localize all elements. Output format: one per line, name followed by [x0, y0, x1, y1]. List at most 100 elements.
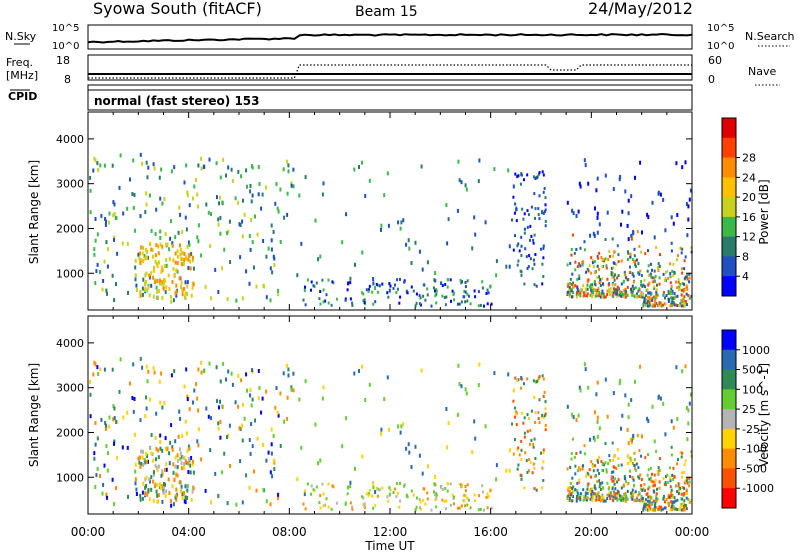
velocity-echo: [647, 499, 649, 503]
power-echo: [612, 254, 615, 258]
power-echo: [538, 217, 541, 221]
power-echo: [318, 297, 321, 301]
velocity-echo: [599, 488, 602, 491]
velocity-echo: [134, 481, 137, 486]
velocity-echo: [152, 498, 155, 503]
velocity-echo: [587, 473, 590, 477]
velocity-echo: [543, 414, 546, 418]
power-echo: [534, 216, 536, 220]
velocity-echo: [148, 477, 151, 482]
velocity-echo: [579, 495, 582, 499]
power-echo: [380, 223, 383, 228]
velocity-echo: [538, 421, 541, 425]
power-echo: [627, 237, 630, 242]
velocity-echo: [489, 488, 492, 492]
velocity-echo: [529, 442, 531, 446]
power-echo: [154, 232, 157, 236]
velocity-echo: [218, 405, 220, 410]
velocity-echo: [272, 434, 275, 438]
power-echo: [641, 293, 644, 297]
power-colorbar-segment: [722, 137, 736, 159]
velocity-echo: [389, 488, 392, 492]
power-echo: [613, 250, 616, 254]
velocity-echo: [637, 493, 640, 497]
velocity-echo: [141, 490, 144, 495]
velocity-echo: [634, 379, 636, 384]
velocity-echo: [670, 500, 672, 504]
power-echo: [520, 273, 523, 277]
velocity-echo: [94, 421, 97, 425]
power-echo: [586, 294, 588, 298]
power-echo: [542, 190, 545, 194]
power-echo: [589, 293, 592, 297]
power-echo: [537, 213, 540, 217]
velocity-echo: [186, 394, 189, 399]
velocity-echo: [180, 489, 182, 493]
velocity-echo: [399, 430, 402, 435]
power-echo: [134, 277, 137, 282]
power-echo: [473, 215, 476, 220]
velocity-echo: [172, 462, 175, 467]
velocity-echo: [655, 494, 658, 498]
velocity-echo: [132, 362, 135, 367]
velocity-echo: [624, 495, 627, 499]
velocity-echo: [614, 493, 617, 497]
velocity-echo: [118, 389, 121, 394]
power-echo: [164, 232, 167, 237]
velocity-echo: [184, 484, 187, 489]
power-echo: [677, 278, 680, 282]
power-echo: [265, 295, 268, 300]
velocity-echo: [678, 490, 681, 494]
velocity-echo: [614, 477, 617, 481]
velocity-echo: [672, 478, 675, 481]
velocity-echo: [424, 502, 427, 506]
power-echo: [481, 286, 484, 290]
velocity-echo: [313, 489, 316, 493]
power-echo: [257, 192, 260, 197]
velocity-echo: [578, 481, 581, 484]
power-echo: [111, 273, 114, 278]
power-echo: [667, 300, 670, 303]
power-echo: [457, 159, 460, 164]
power-echo: [654, 297, 657, 301]
power-echo: [458, 302, 461, 306]
power-echo: [640, 250, 643, 254]
velocity-echo: [191, 489, 194, 494]
power-echo: [176, 249, 179, 254]
power-echo: [523, 231, 526, 235]
power-echo: [592, 265, 595, 269]
velocity-echo: [671, 493, 674, 497]
power-echo: [249, 189, 252, 194]
velocity-echo: [184, 419, 187, 424]
velocity-echo: [633, 451, 636, 455]
velocity-echo: [292, 371, 295, 376]
power-echo: [587, 278, 590, 282]
velocity-echo: [655, 492, 658, 496]
power-echo: [106, 247, 109, 252]
power-echo: [505, 264, 508, 269]
velocity-echo: [604, 499, 607, 503]
velocity-echo: [651, 404, 654, 409]
velocity-echo: [690, 450, 693, 454]
power-echo: [327, 301, 330, 305]
velocity-echo: [196, 396, 199, 401]
power-echo: [116, 251, 119, 256]
velocity-echo: [419, 500, 422, 504]
power-echo: [532, 241, 535, 245]
velocity-echo: [296, 477, 299, 482]
power-echo: [544, 196, 547, 200]
velocity-echo: [461, 484, 463, 488]
power-echo: [683, 259, 686, 263]
velocity-echo: [664, 432, 667, 437]
power-echo: [287, 163, 290, 168]
velocity-echo: [172, 470, 175, 475]
power-echo: [596, 289, 599, 292]
power-echo: [402, 218, 405, 223]
power-echo: [636, 292, 638, 296]
velocity-echo: [613, 482, 616, 486]
velocity-echo: [512, 452, 515, 456]
power-echo: [625, 276, 628, 280]
velocity-echo: [652, 507, 655, 511]
power-echo: [687, 217, 690, 222]
power-echo: [616, 276, 619, 280]
